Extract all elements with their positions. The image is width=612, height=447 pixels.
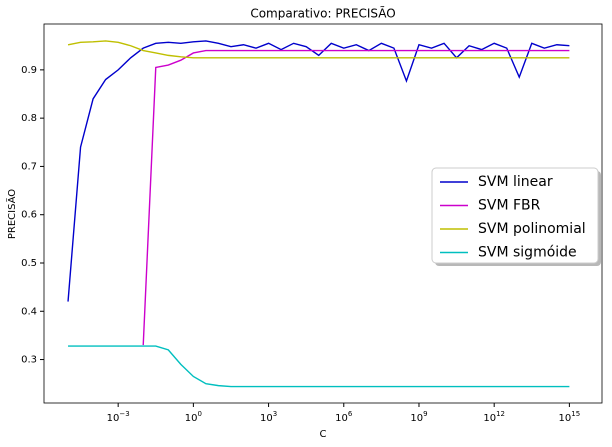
x-tick-base: 10 bbox=[410, 413, 423, 424]
x-tick-label: 109 bbox=[410, 410, 427, 424]
legend-label: SVM linear bbox=[478, 174, 553, 190]
y-tick-label: 0.8 bbox=[21, 113, 37, 124]
x-tick-label: 106 bbox=[335, 410, 353, 424]
y-tick-label: 0.5 bbox=[21, 258, 37, 269]
series-line bbox=[67, 40, 570, 302]
y-tick-label: 0.3 bbox=[21, 355, 37, 366]
chart-title: Comparativo: PRECISÃO bbox=[250, 6, 395, 21]
plot-frame bbox=[43, 23, 603, 404]
x-tick-label: 1015 bbox=[559, 410, 581, 424]
x-tick-exponent: 6 bbox=[348, 410, 353, 418]
x-tick-base: 10 bbox=[185, 413, 198, 424]
x-tick-label: 1012 bbox=[483, 410, 505, 424]
legend-box bbox=[431, 167, 599, 264]
x-tick-label: 100 bbox=[185, 410, 202, 424]
x-tick-exponent: 0 bbox=[198, 410, 202, 418]
x-tick-base: 10 bbox=[107, 413, 120, 424]
x-tick-base: 10 bbox=[559, 413, 572, 424]
x-axis-label: C bbox=[320, 429, 327, 440]
x-tick-label: 103 bbox=[260, 410, 277, 424]
y-tick-label: 0.6 bbox=[21, 210, 37, 221]
y-tick-label: 0.7 bbox=[21, 161, 37, 172]
legend-label: SVM FBR bbox=[478, 198, 541, 214]
x-tick-label: 10−3 bbox=[107, 410, 130, 424]
x-tick-base: 10 bbox=[483, 413, 496, 424]
y-tick-label: 0.9 bbox=[21, 65, 37, 76]
series-line bbox=[142, 49, 570, 346]
series-line bbox=[67, 40, 570, 59]
legend-label: SVM polinomial bbox=[478, 221, 586, 237]
x-tick-base: 10 bbox=[260, 413, 273, 424]
x-tick-exponent: 9 bbox=[423, 410, 427, 418]
x-tick-base: 10 bbox=[335, 413, 348, 424]
x-tick-exponent: 12 bbox=[496, 410, 505, 418]
legend-label: SVM sigmóide bbox=[478, 245, 577, 261]
x-tick-exponent: 3 bbox=[273, 410, 277, 418]
x-tick-exponent: −3 bbox=[119, 410, 129, 418]
series-line bbox=[68, 345, 570, 388]
y-axis-label: PRECISÃO bbox=[5, 189, 18, 239]
x-tick-exponent: 15 bbox=[571, 410, 580, 418]
y-tick-label: 0.4 bbox=[21, 306, 37, 317]
